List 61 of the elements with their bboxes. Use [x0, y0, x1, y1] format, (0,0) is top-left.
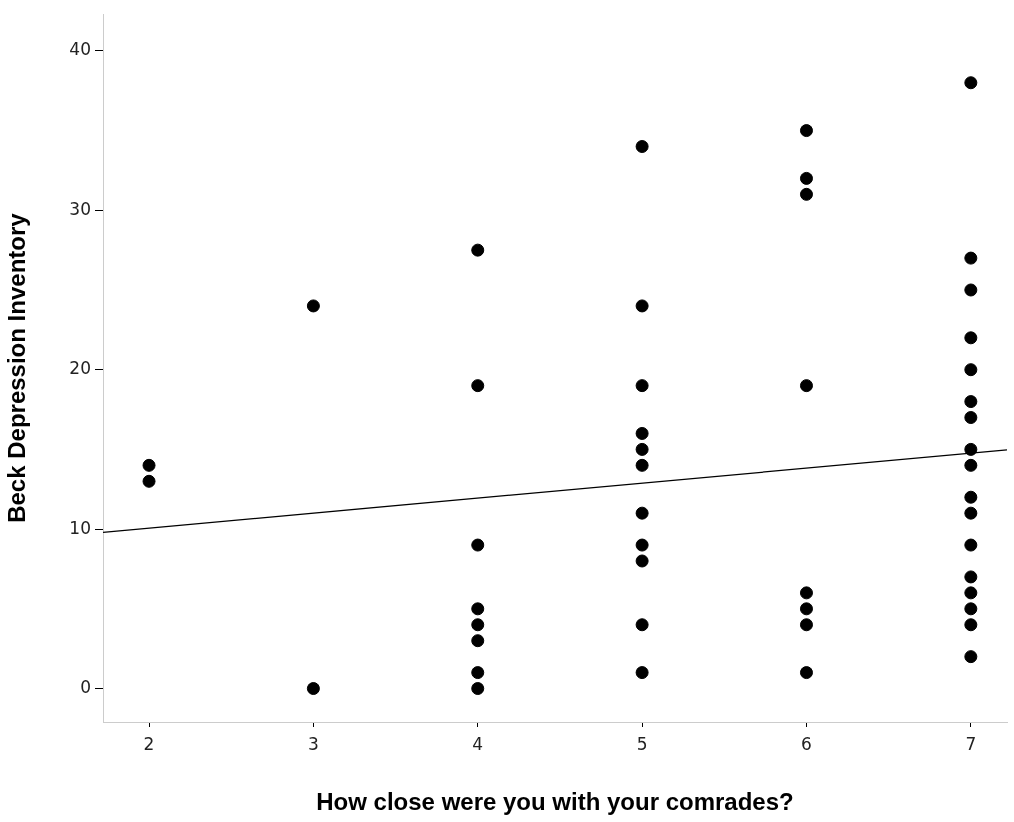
point — [306, 299, 320, 313]
point — [471, 682, 485, 696]
x-tick-label: 3 — [307, 733, 319, 754]
point — [964, 458, 978, 472]
point — [964, 506, 978, 520]
point — [799, 666, 813, 680]
x-tick-label: 4 — [472, 733, 484, 754]
y-tick-label: 40 — [69, 39, 91, 60]
point — [635, 538, 649, 552]
point — [635, 379, 649, 393]
point — [471, 602, 485, 616]
point — [964, 586, 978, 600]
y-tick-label: 0 — [80, 676, 91, 697]
point — [964, 538, 978, 552]
point — [964, 363, 978, 377]
point — [964, 442, 978, 456]
point — [635, 442, 649, 456]
point — [306, 682, 320, 696]
point — [799, 618, 813, 632]
y-tick-label: 30 — [69, 198, 91, 219]
y-tick-label: 20 — [69, 358, 91, 379]
x-axis-title: How close were you with your comrades? — [316, 788, 794, 816]
point — [964, 76, 978, 90]
point — [142, 458, 156, 472]
y-tick-label: 10 — [69, 517, 91, 538]
point — [471, 666, 485, 680]
point — [471, 243, 485, 257]
point — [799, 379, 813, 393]
point — [964, 650, 978, 664]
point — [635, 666, 649, 680]
point — [471, 538, 485, 552]
point — [964, 618, 978, 632]
point — [799, 124, 813, 138]
point — [635, 554, 649, 568]
x-tick-label: 5 — [636, 733, 648, 754]
point — [635, 458, 649, 472]
point — [635, 618, 649, 632]
point — [635, 506, 649, 520]
point — [964, 602, 978, 616]
point — [635, 426, 649, 440]
point — [964, 331, 978, 345]
point — [142, 474, 156, 488]
point — [799, 586, 813, 600]
point — [471, 379, 485, 393]
point — [964, 570, 978, 584]
point — [964, 411, 978, 425]
point — [964, 490, 978, 504]
point — [964, 395, 978, 409]
x-tick-label: 7 — [965, 733, 977, 754]
y-axis-title: Beck Depression Inventory — [3, 212, 31, 523]
point — [799, 602, 813, 616]
point — [799, 187, 813, 201]
x-tick-label: 6 — [801, 733, 812, 754]
point — [635, 299, 649, 313]
point — [799, 171, 813, 185]
point — [471, 618, 485, 632]
point — [635, 140, 649, 154]
x-tick-label: 2 — [143, 733, 155, 754]
point — [964, 283, 978, 297]
point — [471, 634, 485, 648]
point — [964, 251, 978, 265]
